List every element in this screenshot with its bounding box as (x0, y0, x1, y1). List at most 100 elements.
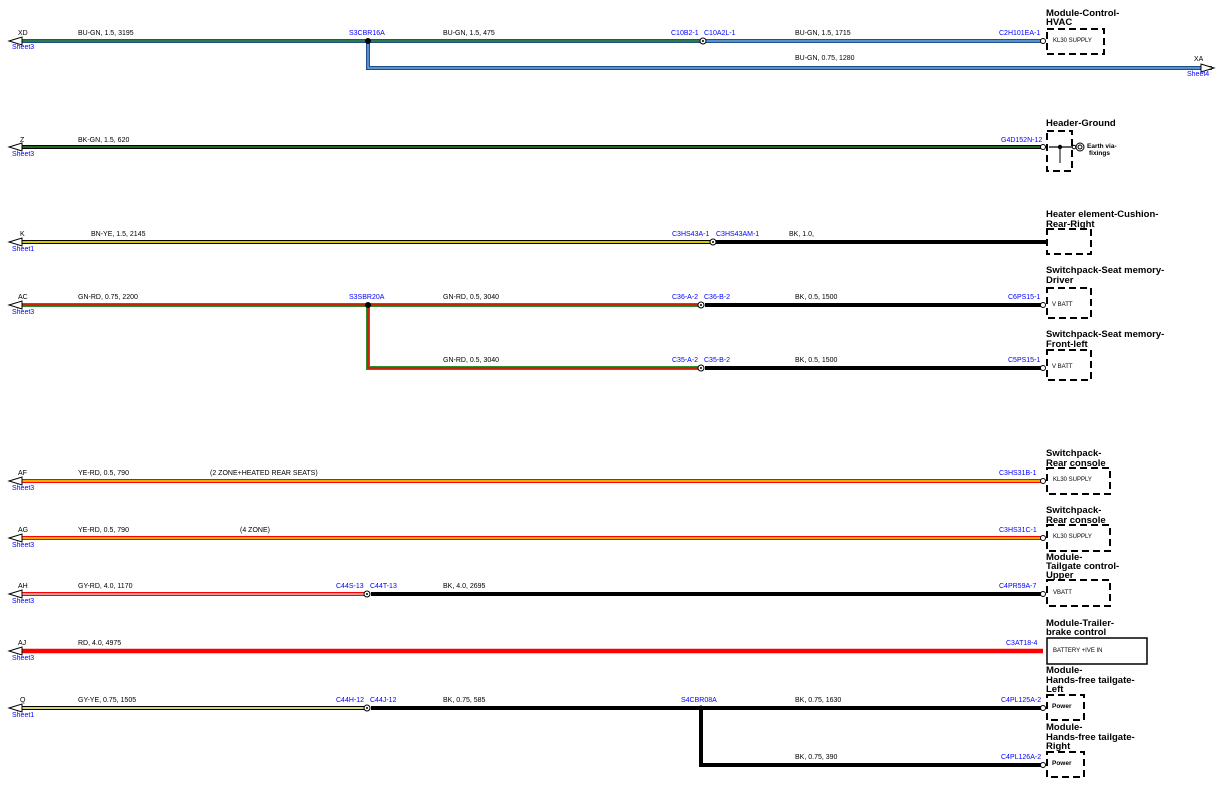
connector-pin (1040, 591, 1046, 597)
pin-id[interactable]: C4PL126A-2 (1001, 754, 1041, 761)
circuit-af: AF Sheet3 YE-RD, 0.5, 790 (2 ZONE+HEATED… (7, 448, 1111, 495)
sheet-link[interactable]: Sheet4 (1187, 71, 1209, 78)
component-box[interactable] (1046, 28, 1105, 55)
pin-function: V BATT (1052, 302, 1073, 308)
wire-spec: GY-YE, 0.75, 1505 (78, 697, 136, 704)
component-title: Switchpack-Rear console (1046, 505, 1106, 526)
component-box[interactable] (1046, 694, 1085, 721)
ground-icon (1075, 142, 1085, 152)
wire-bk-branch[interactable] (699, 708, 1043, 767)
wire-spec: BU-GN, 0.75, 1280 (795, 55, 855, 62)
connector-id[interactable]: C10B2-1 (671, 30, 699, 37)
wire-ref: K (20, 231, 25, 238)
wire-gn-rd-branch[interactable] (366, 305, 698, 370)
component-title: Switchpack-Rear console (1046, 448, 1106, 469)
wire-ref: AG (18, 527, 28, 534)
off-sheet-arrow-left[interactable] (7, 476, 23, 486)
off-sheet-arrow-left[interactable] (7, 703, 23, 713)
pin-id[interactable]: G4D152N-12 (1001, 137, 1042, 144)
sheet-link[interactable]: Sheet3 (12, 655, 34, 662)
off-sheet-arrow-right[interactable] (1200, 63, 1216, 73)
pin-function: Power (1052, 760, 1072, 767)
sheet-link[interactable]: Sheet3 (12, 44, 34, 51)
wire-note: (4 ZONE) (240, 527, 270, 534)
component-title: Heater element-Cushion-Rear-Right (1046, 209, 1158, 230)
sheet-link[interactable]: Sheet3 (12, 309, 34, 316)
pin-function: KL30 SUPPLY (1053, 477, 1092, 483)
wire-spec: BK, 4.0, 2695 (443, 583, 486, 590)
connector-id[interactable]: C36-B-2 (704, 294, 730, 301)
sheet-link[interactable]: Sheet3 (12, 598, 34, 605)
wire-spec: YE-RD, 0.5, 790 (78, 470, 129, 477)
off-sheet-arrow-left[interactable] (7, 589, 23, 599)
connector-pin (1040, 762, 1046, 768)
connector-id[interactable]: C44T-13 (370, 583, 397, 590)
splice-id[interactable]: S4CBR08A (681, 697, 717, 704)
wire-spec: GN-RD, 0.75, 2200 (78, 294, 138, 301)
wire-ref: XA (1194, 56, 1204, 63)
connector-pin (1040, 478, 1046, 484)
component-box[interactable] (1046, 579, 1111, 607)
sheet-link[interactable]: Sheet3 (12, 151, 34, 158)
sheet-link[interactable]: Sheet1 (12, 712, 34, 719)
splice-id[interactable]: S3CBR16A (349, 30, 385, 37)
wire-spec: GY-RD, 4.0, 1170 (78, 583, 133, 590)
pin-function: V BATT (1052, 364, 1073, 370)
pin-id[interactable]: C5PS15-1 (1008, 357, 1040, 364)
wire-spec: BK, 0.75, 585 (443, 697, 486, 704)
component-title: Module-Hands-free tailgate-Left (1046, 665, 1135, 695)
connector-id[interactable]: C44J-12 (370, 697, 397, 704)
pin-id[interactable]: C6PS15-1 (1008, 294, 1040, 301)
connector-pin (1040, 705, 1046, 711)
component-box[interactable] (1046, 751, 1085, 778)
circuit-ag: AG Sheet3 YE-RD, 0.5, 790 (4 ZONE) C3HS3… (7, 505, 1111, 552)
pin-id[interactable]: C3HS31C-1 (999, 527, 1037, 534)
connector-pin (1040, 365, 1046, 371)
connector-pin (1040, 38, 1046, 44)
wire-spec: BK-GN, 1.5, 620 (78, 137, 129, 144)
component-box[interactable] (1046, 349, 1092, 381)
pin-function: Power (1052, 703, 1072, 710)
off-sheet-arrow-left[interactable] (7, 36, 23, 46)
wire-spec: BU-GN, 1.5, 475 (443, 30, 495, 37)
wire-spec: RD, 4.0, 4975 (78, 640, 121, 647)
connector-id[interactable]: C44H-12 (336, 697, 364, 704)
wire-ref: AH (18, 583, 28, 590)
sheet-link[interactable]: Sheet3 (12, 485, 34, 492)
pin-function: KL30 SUPPLY (1053, 38, 1092, 44)
connector-id[interactable]: C10A2L-1 (704, 30, 736, 37)
splice-point (698, 705, 704, 711)
connector-id[interactable]: C35-B-2 (704, 357, 730, 364)
off-sheet-arrow-left[interactable] (7, 142, 23, 152)
wire-spec: BK, 0.5, 1500 (795, 357, 838, 364)
connector-id[interactable]: C35-A-2 (672, 357, 698, 364)
pin-id[interactable]: C4PR59A-7 (999, 583, 1036, 590)
pin-id[interactable]: C3AT18-4 (1006, 640, 1037, 647)
off-sheet-arrow-left[interactable] (7, 237, 23, 247)
sheet-link[interactable]: Sheet3 (12, 542, 34, 549)
splice-point (365, 302, 371, 308)
component-box[interactable] (1046, 467, 1111, 495)
component-title: Module-Tailgate control-Upper (1046, 552, 1119, 581)
off-sheet-arrow-left[interactable] (7, 300, 23, 310)
wire-spec: BK, 0.75, 390 (795, 754, 838, 761)
sheet-link[interactable]: Sheet1 (12, 246, 34, 253)
wire-ref: XD (18, 30, 28, 37)
off-sheet-arrow-left[interactable] (7, 533, 23, 543)
component-box[interactable] (1046, 228, 1092, 255)
component-title: Header-Ground (1046, 118, 1116, 129)
off-sheet-arrow-left[interactable] (7, 646, 23, 656)
circuit-q: Q Sheet1 GY-YE, 0.75, 1505 C44H-12 C44J-… (7, 665, 1135, 778)
pin-id[interactable]: C4PL125A-2 (1001, 697, 1041, 704)
pin-id[interactable]: C2H101EA-1 (999, 30, 1040, 37)
component-box[interactable] (1046, 637, 1148, 665)
component-box[interactable] (1046, 524, 1111, 552)
connector-id[interactable]: C44S-13 (336, 583, 364, 590)
connector-id[interactable]: C3HS43AM-1 (716, 231, 759, 238)
splice-id[interactable]: S3SBR20A (349, 294, 385, 301)
component-box[interactable] (1046, 287, 1092, 319)
wire-spec: BU-GN, 1.5, 1715 (795, 30, 851, 37)
connector-id[interactable]: C36-A-2 (672, 294, 698, 301)
pin-id[interactable]: C3HS31B-1 (999, 470, 1036, 477)
connector-id[interactable]: C3HS43A-1 (672, 231, 709, 238)
